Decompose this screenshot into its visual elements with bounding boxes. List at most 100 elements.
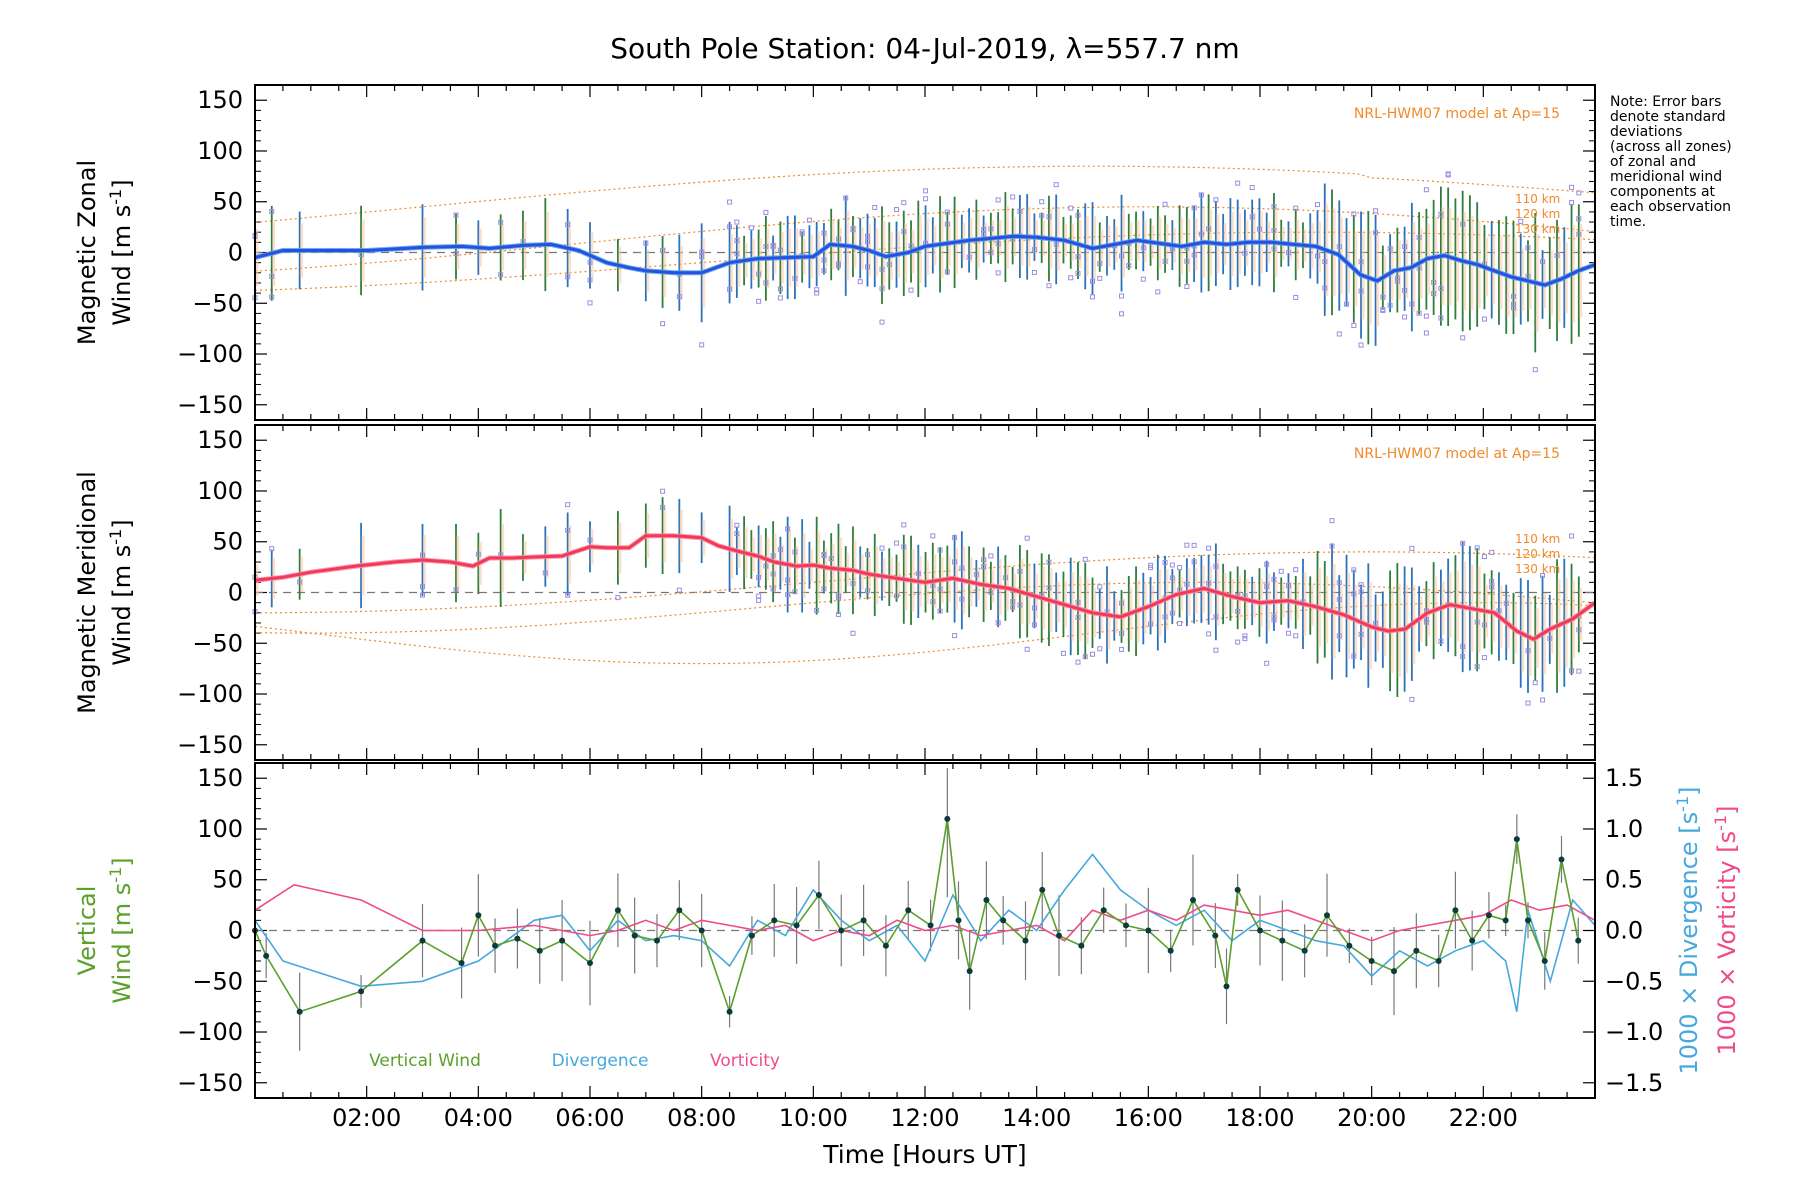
zonal-zone-point — [763, 244, 769, 250]
meridional-zone-point — [269, 546, 275, 552]
x-tick-label: 20:00 — [1337, 1104, 1406, 1132]
meridional-zone-point — [1293, 633, 1299, 639]
meridional-zone-point — [937, 547, 943, 553]
zonal-zone-point — [777, 247, 783, 253]
meridional-zone-point — [1264, 660, 1270, 666]
meridional-zone-point — [1547, 635, 1553, 641]
meridional-zone-point — [937, 586, 943, 592]
meridional-zone-point — [1119, 630, 1125, 636]
zonal-y-label-line1: Magnetic Zonal — [73, 160, 101, 345]
zonal-zone-point — [944, 269, 950, 275]
meridional-zone-point — [959, 596, 965, 602]
vertical-wind-point — [514, 935, 521, 942]
zonal-zone-point — [1518, 218, 1524, 224]
vertical-wind-point — [676, 907, 683, 914]
vertical-wind-point — [1000, 917, 1007, 924]
zonal-frame — [254, 84, 1596, 421]
meridional-zone-point — [894, 593, 900, 599]
zonal-zone-point — [923, 188, 929, 194]
vertical-y-label-line1: Vertical — [73, 886, 101, 976]
zonal-zone-point — [894, 207, 900, 213]
divergence-axis-label: 1000 × Divergence [s-1] — [1673, 786, 1704, 1074]
zonal-zone-point — [814, 287, 820, 293]
zonal-zone-point — [660, 321, 666, 327]
zonal-zone-point — [1445, 171, 1451, 177]
zonal-zone-point — [1075, 254, 1081, 260]
meridional-zone-point — [901, 544, 907, 550]
note-line: deviations — [1610, 124, 1682, 140]
zonal-zone-point — [1525, 273, 1531, 279]
meridional-zone-point — [1336, 580, 1342, 586]
vertical-wind-point — [263, 952, 270, 959]
meridional-zone-point — [981, 564, 987, 570]
meridional-zone-point — [850, 630, 856, 636]
chart-title: South Pole Station: 04-Jul-2019, λ=557.7… — [610, 32, 1239, 65]
vertical-wind-point — [860, 917, 867, 924]
zonal-zone-point — [699, 249, 705, 255]
meridional-zone-point — [864, 588, 870, 594]
vertical-y-tick-label: −100 — [177, 1018, 243, 1046]
meridional-zone-point — [756, 597, 762, 603]
zonal-zone-point — [1191, 252, 1197, 258]
zonal-panel: 150 100 50 0 −50 −100 −150 NRL-HWM07 model at A… — [73, 84, 1596, 421]
zonal-zone-point — [901, 200, 907, 206]
meridional-zone-point — [1460, 643, 1466, 649]
vertical-wind-point — [1212, 932, 1219, 939]
meridional-zone-point — [901, 522, 907, 528]
zonal-zone-point — [1438, 315, 1444, 321]
vertical-wind-point — [536, 947, 543, 954]
meridional-zone-point — [1358, 631, 1364, 637]
zonal-zone-point — [269, 294, 275, 300]
meridional-zone-point — [1481, 622, 1487, 628]
meridional-zone-point — [1148, 621, 1154, 627]
zonal-zone-point — [988, 226, 994, 232]
zonal-zone-point — [1119, 311, 1125, 317]
meridional-zone-point — [1097, 584, 1103, 590]
meridional-y-label-line1: Magnetic Meridional — [73, 471, 101, 714]
zonal-zone-point — [763, 280, 769, 286]
meridional-zone-point — [1031, 622, 1037, 628]
meridional-zone-point — [1024, 646, 1030, 652]
meridional-error-bars — [254, 497, 1583, 697]
zonal-zone-point — [901, 229, 907, 235]
meridional-zone-point — [1285, 630, 1291, 636]
zonal-zone-point — [643, 240, 649, 246]
meridional-zone-point — [1285, 583, 1291, 589]
vertical-y-tick-label: 100 — [197, 815, 243, 843]
zonal-zone-point — [1540, 259, 1546, 265]
zonal-model-alt-label: 110 km — [1515, 192, 1560, 206]
zonal-model-label: NRL-HWM07 model at Ap=15 — [1354, 106, 1560, 122]
meridional-zone-point — [1351, 653, 1357, 659]
vertical-right-tick-label: 1.0 — [1605, 815, 1643, 843]
meridional-zone-point — [915, 571, 921, 577]
meridional-zone-point — [1082, 654, 1088, 660]
vertical-wind-point — [726, 1008, 733, 1015]
zonal-zone-point — [1460, 335, 1466, 341]
vertical-wind-point — [1123, 922, 1129, 929]
zonal-zone-point — [1554, 252, 1560, 258]
meridional-zone-point — [1358, 582, 1364, 588]
meridional-zone-point — [792, 589, 798, 595]
vertical-y-tick-label: −50 — [192, 967, 243, 995]
zonal-zone-point — [587, 300, 593, 306]
vertical-wind-point — [1223, 983, 1230, 990]
x-tick-label: 22:00 — [1449, 1104, 1518, 1132]
vertical-wind-point — [966, 968, 973, 975]
meridional-zone-point — [785, 592, 791, 598]
meridional-zone-point — [785, 526, 791, 532]
meridional-zone-point — [1017, 602, 1023, 608]
zonal-zone-point — [1285, 250, 1291, 256]
x-tick-label: 04:00 — [444, 1104, 513, 1132]
meridional-zone-point — [1191, 559, 1197, 565]
vertical-wind-point — [492, 942, 499, 949]
zonal-zone-point — [1532, 367, 1538, 373]
vertical-frame — [254, 762, 1596, 1099]
meridional-y-tick-label: 100 — [197, 477, 243, 505]
note-line: denote standard — [1610, 109, 1726, 125]
zonal-zone-point — [908, 243, 914, 249]
zonal-zone-point — [1423, 330, 1429, 336]
meridional-frame — [254, 424, 1596, 761]
zonal-zone-point — [1242, 250, 1248, 256]
zonal-zone-point — [1249, 214, 1255, 220]
